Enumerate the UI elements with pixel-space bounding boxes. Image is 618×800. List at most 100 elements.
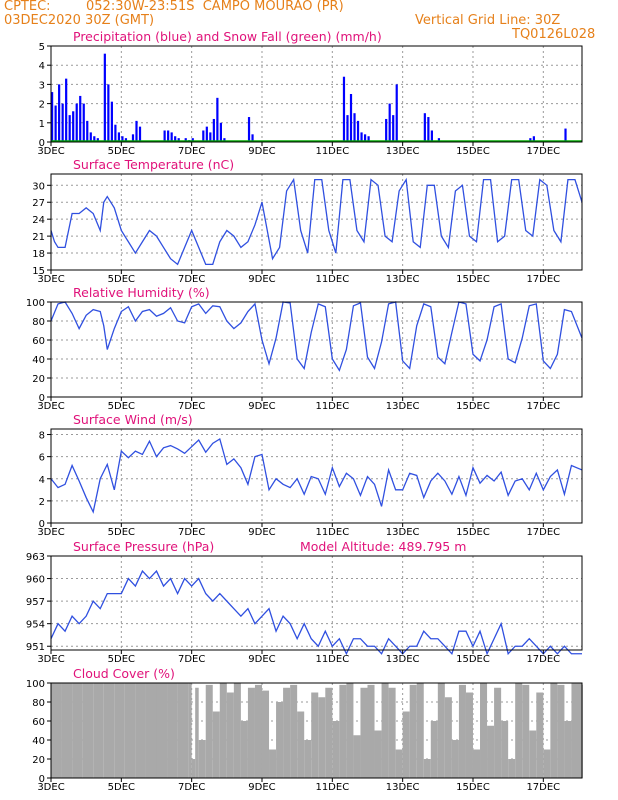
cloud-bar <box>276 702 284 778</box>
pressure-xtick-label: 11DEC <box>315 654 349 665</box>
precip-ytick-label: 1 <box>39 119 45 130</box>
cloud-bar <box>290 684 298 778</box>
cloud-bar <box>233 683 241 778</box>
cloud-panel <box>47 682 583 782</box>
precip-bar <box>191 138 194 142</box>
precip-ytick-label: 2 <box>39 100 45 111</box>
precip-xtick-label: 13DEC <box>386 146 420 157</box>
pressure-xtick-label: 3DEC <box>37 654 64 665</box>
cloud-frame <box>50 682 583 779</box>
precip-bar <box>223 138 226 142</box>
wind-xtick-label: 13DEC <box>386 527 420 538</box>
temperature-xtick-label: 3DEC <box>37 274 64 285</box>
cloud-bar <box>240 721 248 778</box>
precip-bar <box>356 120 360 142</box>
wind-xtick-label: 9DEC <box>248 527 275 538</box>
precip-bar <box>86 120 89 142</box>
pressure-annotation: Model Altitude: 489.795 m <box>300 539 466 554</box>
precip-bar <box>138 126 142 142</box>
humidity-xtick-label: 11DEC <box>315 401 349 412</box>
cloud-bar <box>195 687 199 778</box>
precip-bar <box>247 117 251 142</box>
cloud-bar <box>487 725 495 778</box>
cloud-bar <box>458 684 466 778</box>
pressure-ytick-label: 957 <box>26 597 45 608</box>
cloud-bar <box>318 697 326 778</box>
humidity-panel <box>47 301 583 401</box>
precip-bar <box>107 84 110 142</box>
wind-xtick-label: 3DEC <box>37 527 64 538</box>
cloud-bar <box>283 687 291 778</box>
temperature-title: Surface Temperature (nC) <box>73 157 234 172</box>
cloud-bar <box>297 711 305 778</box>
precip-bar <box>342 76 346 142</box>
humidity-xtick-label: 17DEC <box>526 401 560 412</box>
pressure-xtick-label: 13DEC <box>386 654 420 665</box>
humidity-xtick-label: 5DEC <box>108 401 135 412</box>
temperature-xtick-label: 7DEC <box>178 274 205 285</box>
cloud-bar <box>51 683 62 778</box>
cloud-bar <box>381 683 389 778</box>
cloud-bar <box>325 687 333 778</box>
wind-ytick-label: 8 <box>39 431 45 442</box>
precip-bar <box>363 134 367 142</box>
cloud-bar <box>177 683 189 778</box>
cloud-bar <box>571 683 582 778</box>
precip-bar <box>170 132 173 142</box>
temperature-xtick-label: 17DEC <box>526 274 560 285</box>
cloud-bar <box>339 684 347 778</box>
pressure-panel <box>47 555 583 656</box>
cloud-xtick-label: 7DEC <box>178 782 205 793</box>
temperature-xtick-label: 11DEC <box>315 274 349 285</box>
cloud-bar <box>135 683 146 778</box>
model-code-label: TQ0126L028 <box>512 27 596 42</box>
precip-bar <box>121 136 124 142</box>
precip-bar <box>385 118 388 142</box>
cloud-bar <box>550 683 558 778</box>
wind-xtick-label: 7DEC <box>178 527 205 538</box>
pressure-ytick-label: 963 <box>26 552 45 563</box>
precip-bar <box>68 115 71 142</box>
precip-bar <box>72 111 75 142</box>
humidity-title: Relative Humidity (%) <box>73 285 210 300</box>
wind-xtick-label: 17DEC <box>526 527 560 538</box>
precip-bar <box>430 130 433 142</box>
wind-panel <box>47 428 583 527</box>
pressure-xtick-label: 15DEC <box>456 654 490 665</box>
cloud-bar <box>437 683 445 778</box>
cloud-bar <box>346 683 354 778</box>
precip-ytick-label: 0 <box>39 138 45 149</box>
cloud-bar <box>254 684 262 778</box>
cloud-bar <box>103 683 115 778</box>
cloud-bar <box>124 683 136 778</box>
humidity-line <box>50 301 583 372</box>
pressure-ytick-label: 954 <box>26 620 45 631</box>
precip-bar <box>58 84 61 142</box>
precip-bar <box>367 136 370 142</box>
cloud-bar <box>508 759 516 778</box>
cloud-ytick-label: 100 <box>26 679 45 690</box>
pressure-ytick-label: 951 <box>26 642 45 653</box>
precip-xtick-label: 7DEC <box>178 146 205 157</box>
cloud-bar <box>557 684 565 778</box>
cloud-bar <box>472 749 481 778</box>
cloud-xtick-label: 5DEC <box>108 782 135 793</box>
temperature-ytick-label: 15 <box>32 266 45 277</box>
precip-bar <box>212 118 215 142</box>
precip-bar <box>61 103 64 142</box>
precip-bar <box>360 132 363 142</box>
cloud-bar <box>61 683 73 778</box>
cloud-bar <box>205 684 213 778</box>
precip-bar <box>65 78 68 142</box>
precip-panel <box>47 45 583 146</box>
humidity-ytick-label: 40 <box>32 355 45 366</box>
cloud-title: Cloud Cover (%) <box>73 666 175 681</box>
cloud-bar <box>226 692 234 778</box>
humidity-xtick-label: 15DEC <box>456 401 490 412</box>
temperature-frame <box>50 173 583 271</box>
location-label: 052:30W-23:51S CAMPO MOURAO (PR) <box>86 0 344 14</box>
precip-bar <box>392 115 395 142</box>
precip-bar <box>423 113 426 142</box>
precip-bar <box>388 103 391 142</box>
cloud-bar <box>332 721 340 778</box>
